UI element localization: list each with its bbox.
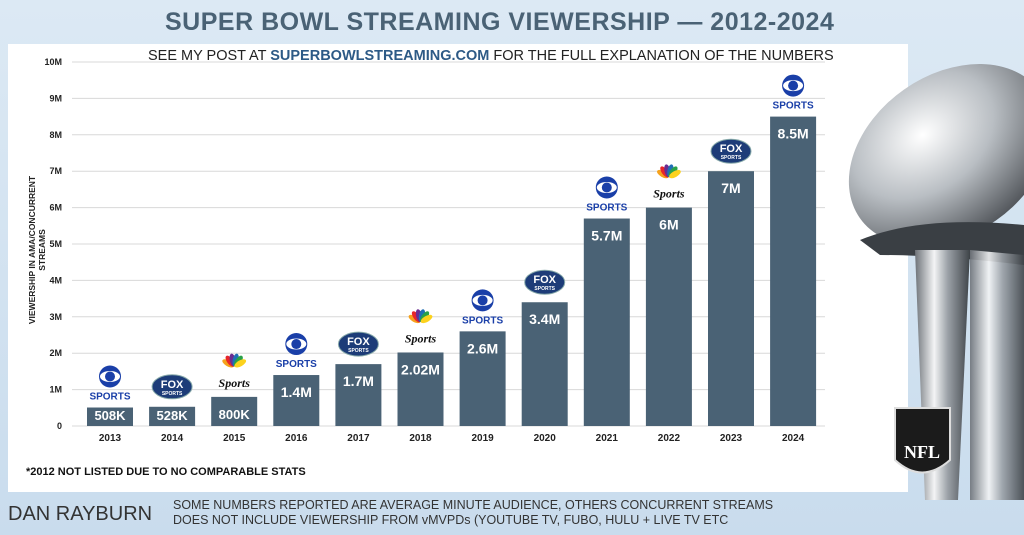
svg-text:SPORTS: SPORTS	[348, 348, 369, 354]
svg-text:Sports: Sports	[653, 187, 685, 201]
bar-2020	[521, 302, 568, 426]
x-tick-label: 2016	[285, 433, 308, 444]
data-label: 1.4M	[281, 384, 312, 400]
x-tick-label: 2014	[161, 433, 184, 444]
svg-text:FOX: FOX	[533, 274, 556, 286]
x-tick-label: 2021	[596, 433, 619, 444]
cbs-logo: SPORTS	[773, 74, 814, 112]
svg-text:SPORTS: SPORTS	[162, 391, 183, 397]
cbs-logo: SPORTS	[276, 333, 317, 370]
bar-2016	[273, 375, 320, 426]
y-tick-label: 3M	[49, 312, 62, 322]
nbc-logo: Sports	[219, 353, 251, 390]
notes: SOME NUMBERS REPORTED ARE AVERAGE MINUTE…	[173, 498, 773, 528]
page-title: SUPER BOWL STREAMING VIEWERSHIP — 2012-2…	[165, 8, 835, 36]
football-shape	[848, 64, 1024, 246]
nfl-shield-logo: NFL	[894, 407, 951, 474]
y-tick-label: 5M	[49, 239, 62, 249]
x-tick-label: 2024	[782, 433, 805, 444]
data-label: 2.6M	[467, 340, 498, 356]
data-label: 8.5M	[778, 126, 809, 142]
data-label: 2.02M	[401, 361, 440, 377]
data-label: 3.4M	[529, 311, 560, 327]
trophy-image: NFL	[848, 64, 1024, 500]
x-tick-label: 2015	[223, 433, 246, 444]
x-tick-label: 2020	[534, 433, 557, 444]
bar-2021	[583, 218, 630, 426]
bar-2019	[459, 331, 506, 426]
bar-2014	[149, 406, 196, 426]
subtitle-link[interactable]: SUPERBOWLSTREAMING.COM	[270, 48, 490, 64]
data-label: 1.7M	[343, 373, 374, 389]
y-tick-label: 2M	[49, 348, 62, 358]
svg-text:SPORTS: SPORTS	[586, 203, 627, 214]
subtitle-prefix: SEE MY POST AT	[148, 48, 271, 64]
footnote: *2012 NOT LISTED DUE TO NO COMPARABLE ST…	[26, 466, 306, 478]
x-tick-label: 2013	[99, 433, 122, 444]
subtitle-suffix: FOR THE FULL EXPLANATION OF THE NUMBERS	[489, 48, 834, 64]
bar-2024	[770, 116, 817, 426]
data-label: 7M	[721, 180, 740, 196]
subtitle: SEE MY POST AT SUPERBOWLSTREAMING.COM FO…	[148, 48, 834, 64]
y-tick-label: 0	[57, 421, 62, 431]
x-tick-label: 2023	[720, 433, 743, 444]
svg-text:FOX: FOX	[347, 336, 370, 348]
data-label: 5.7M	[591, 228, 622, 244]
y-tick-label: 10M	[44, 57, 62, 67]
author: DAN RAYBURN	[8, 503, 153, 525]
svg-text:FOX: FOX	[720, 143, 743, 155]
y-tick-label: 1M	[49, 385, 62, 395]
svg-text:SPORTS: SPORTS	[721, 155, 742, 161]
note-line: SOME NUMBERS REPORTED ARE AVERAGE MINUTE…	[173, 498, 774, 512]
data-label: 6M	[659, 217, 678, 233]
data-label: 528K	[157, 408, 189, 423]
x-tick-label: 2018	[409, 433, 432, 444]
bar-2013	[87, 407, 133, 426]
data-label: 508K	[94, 408, 126, 423]
svg-text:Sports: Sports	[219, 376, 251, 390]
bar-2018	[397, 352, 444, 426]
bar-2022	[645, 207, 692, 426]
y-tick-label: 4M	[49, 275, 62, 285]
nbc-logo: Sports	[405, 309, 437, 345]
y-tick-label: 8M	[49, 130, 62, 140]
data-label: 800K	[219, 407, 251, 422]
x-tick-label: 2022	[658, 433, 681, 444]
svg-text:NFL: NFL	[904, 442, 940, 462]
bar-2017	[335, 364, 382, 426]
svg-text:SPORTS: SPORTS	[462, 315, 503, 326]
svg-text:SPORTS: SPORTS	[276, 359, 317, 370]
cbs-logo: SPORTS	[89, 365, 131, 403]
note-line: DOES NOT INCLUDE VIEWERSHIP FROM vMVPDs …	[173, 513, 729, 527]
y-axis-label: VIEWERSHIP IN AMA/CONCURRENT STREAMS	[27, 175, 47, 325]
svg-text:Sports: Sports	[405, 331, 437, 345]
bar-2023	[708, 171, 754, 426]
x-tick-label: 2019	[471, 433, 494, 444]
svg-text:SPORTS: SPORTS	[89, 392, 130, 403]
cbs-logo: SPORTS	[586, 176, 628, 214]
svg-text:SPORTS: SPORTS	[534, 286, 555, 292]
bar-2015	[211, 396, 258, 426]
nbc-logo: Sports	[653, 164, 685, 201]
y-tick-label: 9M	[49, 93, 62, 103]
x-tick-label: 2017	[347, 433, 370, 444]
y-tick-label: 7M	[49, 166, 62, 176]
y-tick-label: 6M	[49, 203, 62, 213]
cbs-logo: SPORTS	[462, 289, 503, 326]
svg-text:FOX: FOX	[161, 379, 184, 391]
svg-text:SPORTS: SPORTS	[773, 101, 814, 112]
